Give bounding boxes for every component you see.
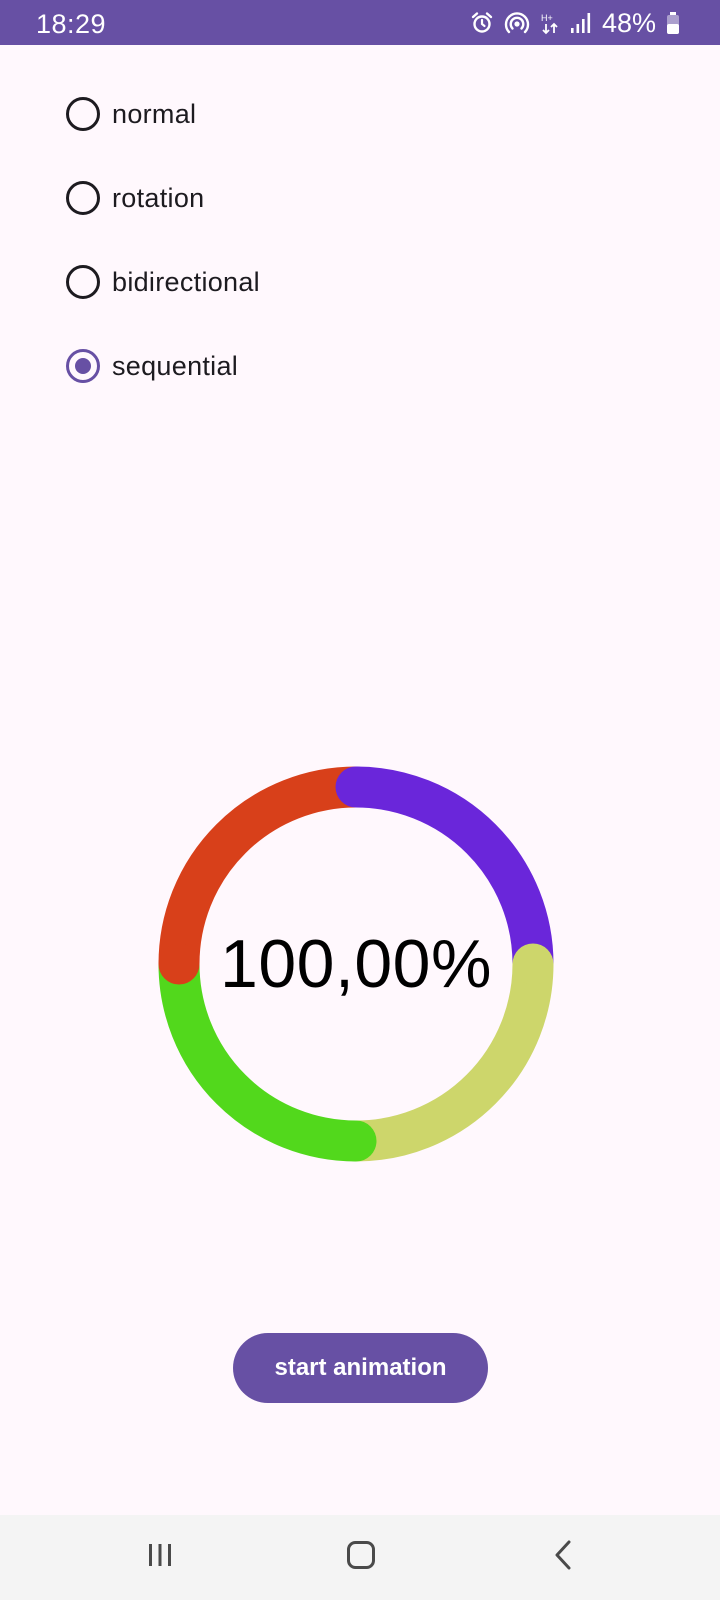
- home-button[interactable]: [331, 1535, 391, 1579]
- progress-segment-cap-1: [335, 766, 377, 808]
- status-time: 18:29: [36, 9, 107, 39]
- radio-label: sequential: [112, 350, 239, 381]
- radio-label: rotation: [112, 182, 205, 213]
- status-icons: H+ 48%: [470, 8, 680, 38]
- radio-button[interactable]: [66, 181, 100, 215]
- home-icon: [345, 1539, 377, 1576]
- radio-option-bidirectional[interactable]: bidirectional: [66, 264, 386, 300]
- battery-icon: [666, 11, 680, 35]
- radio-option-sequential[interactable]: sequential: [66, 348, 386, 384]
- status-bar: 18:29 H+: [0, 0, 720, 45]
- back-button[interactable]: [533, 1535, 593, 1579]
- progress-ring-graphic: [158, 766, 554, 1162]
- progress-segment-1: [355, 766, 554, 965]
- progress-segment-4: [158, 766, 357, 965]
- progress-segment-cap-3: [335, 1120, 377, 1162]
- radio-option-rotation[interactable]: rotation: [66, 180, 386, 216]
- radio-label: normal: [112, 98, 197, 129]
- radio-button[interactable]: [66, 349, 100, 383]
- progress-segment-cap-4: [158, 943, 200, 985]
- progress-ring: 100,00%: [158, 766, 554, 1162]
- recent-apps-button[interactable]: [130, 1535, 190, 1579]
- alarm-icon: [470, 11, 494, 35]
- radio-button[interactable]: [66, 265, 100, 299]
- battery-percent: 48%: [601, 8, 656, 38]
- system-nav-bar: [0, 1515, 720, 1600]
- radio-button[interactable]: [66, 97, 100, 131]
- back-icon: [548, 1539, 578, 1576]
- start-animation-button[interactable]: start animation: [233, 1333, 488, 1403]
- recent-apps-icon: [145, 1540, 175, 1575]
- radio-option-normal[interactable]: normal: [66, 96, 386, 132]
- progress-segment-cap-2: [512, 943, 554, 985]
- progress-segment-2: [355, 963, 554, 1162]
- svg-text:H+: H+: [541, 13, 553, 23]
- hotspot-icon: [504, 11, 530, 35]
- radio-label: bidirectional: [112, 266, 260, 297]
- progress-segment-3: [158, 963, 357, 1162]
- signal-icon: [570, 12, 592, 34]
- progress-percent-text: 100,00%: [220, 926, 492, 1002]
- data-transfer-icon: H+: [540, 11, 560, 35]
